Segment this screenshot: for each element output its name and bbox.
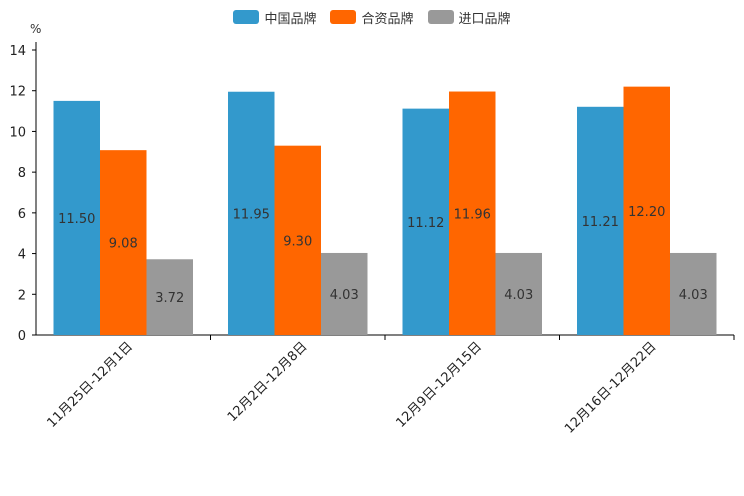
data-label-1-2: 4.03 [330,288,359,303]
y-tick-label-5: 10 [9,125,26,140]
y-axis-unit: % [30,22,42,36]
bar-0-1 [100,150,147,335]
x-tick-label-1: 12月2日-12月8日 [225,339,311,425]
y-tick-label-6: 12 [9,85,26,100]
data-label-2-2: 4.03 [504,288,533,303]
data-label-3-0: 11.21 [582,215,619,230]
data-label-1-1: 9.30 [283,234,312,249]
bar-1-0 [228,91,275,335]
bar-0-0 [53,100,100,336]
y-tick-label-0: 0 [18,329,26,344]
bar-2-1 [449,91,496,336]
data-label-3-2: 4.03 [679,288,708,303]
y-tick-label-7: 14 [9,44,26,59]
data-label-0-1: 9.08 [109,237,138,252]
x-tick-label-2: 12月9日-12月15日 [393,339,485,431]
bar-0-2 [146,259,193,335]
legend-swatch-joint-venture [330,10,357,24]
data-label-3-1: 12.20 [628,205,665,220]
data-label-0-2: 3.72 [155,291,184,306]
x-tick-label-0: 11月25日-12月1日 [44,339,136,431]
bar-3-2 [670,252,717,335]
x-tick-label-3: 12月16日-12月22日 [562,339,659,436]
bar-3-1 [623,86,670,336]
data-label-2-0: 11.12 [407,216,444,231]
legend-item-joint-venture[interactable]: 合资品牌 [330,8,414,27]
data-label-2-1: 11.96 [454,207,491,222]
bar-2-2 [495,252,542,335]
y-tick-label-2: 4 [18,248,26,263]
legend-swatch-imported [427,10,454,24]
bar-2-0 [402,108,449,335]
legend-label-imported: 进口品牌 [458,11,511,27]
legend-item-imported[interactable]: 进口品牌 [427,8,511,27]
legend: 中国品牌 合资品牌 进口品牌 [0,6,744,28]
data-label-1-0: 11.95 [233,207,270,222]
bar-3-0 [577,106,624,336]
y-tick-label-1: 2 [18,288,26,303]
legend-label-china: 中国品牌 [264,11,317,27]
legend-label-joint-venture: 合资品牌 [361,11,414,27]
legend-item-china[interactable]: 中国品牌 [233,8,316,27]
y-tick-label-3: 6 [18,207,26,222]
bar-1-1 [274,145,321,335]
legend-swatch-china [233,10,260,24]
data-label-0-0: 11.50 [58,212,95,227]
y-tick-label-4: 8 [18,166,26,181]
bar-1-2 [321,252,368,335]
